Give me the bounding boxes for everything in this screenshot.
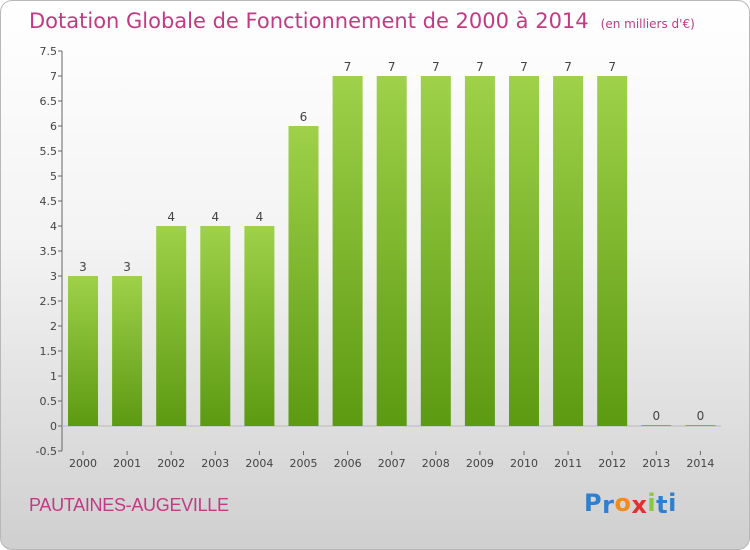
logo-letter: o [614,489,632,517]
data-label-2011: 7 [564,60,572,74]
bar-2013 [641,425,672,426]
y-tick-label: 5.5 [40,145,58,158]
bars [68,76,716,426]
data-label-2009: 7 [476,60,484,74]
chart-title: Dotation Globale de Fonctionnement de 20… [29,9,695,33]
bar-2005 [288,126,319,426]
y-tick-label: 0 [50,420,57,433]
y-tick-label: 4 [50,220,57,233]
data-label-2004: 4 [256,210,264,224]
y-tick-label: 3.5 [40,245,58,258]
data-label-2002: 4 [167,210,175,224]
logo-letter: r [602,491,615,519]
x-tick-label-2012: 2012 [598,457,626,470]
x-tick-label-2006: 2006 [334,457,362,470]
bar-2010 [509,76,539,426]
data-label-2003: 4 [211,210,219,224]
y-tick-label: 0.5 [40,395,58,408]
labels: -0.5 0 0.5 1 1.5 2 2.5 3 3.5 4 4.5 5 5.5 6 6.5 7 7.5 2000… [36,45,715,470]
x-tick-label-2008: 2008 [422,457,450,470]
data-label-2010: 7 [520,60,528,74]
bar-2012 [597,76,628,426]
logo-letter: i [668,489,677,517]
bar-2003 [200,226,231,426]
x-tick-label-2014: 2014 [686,457,714,470]
bar-2011 [553,76,584,426]
y-tick-label: -0.5 [36,445,57,458]
unit-note: (en milliers d'€) [600,17,695,31]
x-tick-label-2005: 2005 [290,457,318,470]
logo-letter: i [647,489,657,517]
x-tick-label-2003: 2003 [201,457,229,470]
x-tick-label-2009: 2009 [466,457,494,470]
y-tick-label: 3 [50,270,57,283]
x-tick-label-2001: 2001 [113,457,141,470]
y-tick-label: 2 [50,320,57,333]
x-tick-label-2013: 2013 [642,457,670,470]
bar-2014 [685,425,716,426]
y-tick-label: 1.5 [40,345,58,358]
y-tick-label: 2.5 [40,295,58,308]
y-tick-label: 7 [50,70,57,83]
data-label-2001: 3 [123,260,131,274]
bar-2001 [112,276,143,426]
bar-2008 [420,76,451,426]
x-tick-label-2010: 2010 [510,457,538,470]
data-label-2013: 0 [652,409,660,423]
x-tick-label-2002: 2002 [157,457,185,470]
logo-letter: x [631,491,648,519]
y-tick-label: 4.5 [40,195,58,208]
data-label-2014: 0 [697,409,705,423]
data-label-2008: 7 [432,60,440,74]
bar-2009 [464,76,495,426]
bar-2004 [244,226,275,426]
x-tick-label-2007: 2007 [378,457,406,470]
town-name: PAUTAINES-AUGEVILLE [29,495,229,515]
y-tick-label: 6 [50,120,57,133]
bar-2006 [332,76,363,426]
data-label-2007: 7 [388,60,396,74]
bar-2000 [68,276,98,426]
data-label-2000: 3 [79,260,87,274]
y-tick-label: 1 [50,370,57,383]
x-tick-label-2000: 2000 [69,457,97,470]
bar-2002 [156,226,187,426]
x-tick-label-2011: 2011 [554,457,582,470]
y-tick-label: 6.5 [40,95,58,108]
bar-chart: -0.5 0 0.5 1 1.5 2 2.5 3 3.5 4 4.5 5 5.5 6 6.5 7 7.5 2000… [36,45,721,470]
proxiti-logo: Proxiti [584,489,677,519]
data-label-2012: 7 [608,60,616,74]
y-tick-label: 5 [50,170,57,183]
logo-letter: t [656,491,669,519]
y-tick-label: 7.5 [40,45,58,58]
bar-2007 [376,76,407,426]
logo-letter: P [584,489,603,517]
data-label-2006: 7 [344,60,352,74]
chart-title-text: Dotation Globale de Fonctionnement de 20… [29,9,589,33]
x-tick-label-2004: 2004 [245,457,273,470]
data-label-2005: 6 [300,110,308,124]
